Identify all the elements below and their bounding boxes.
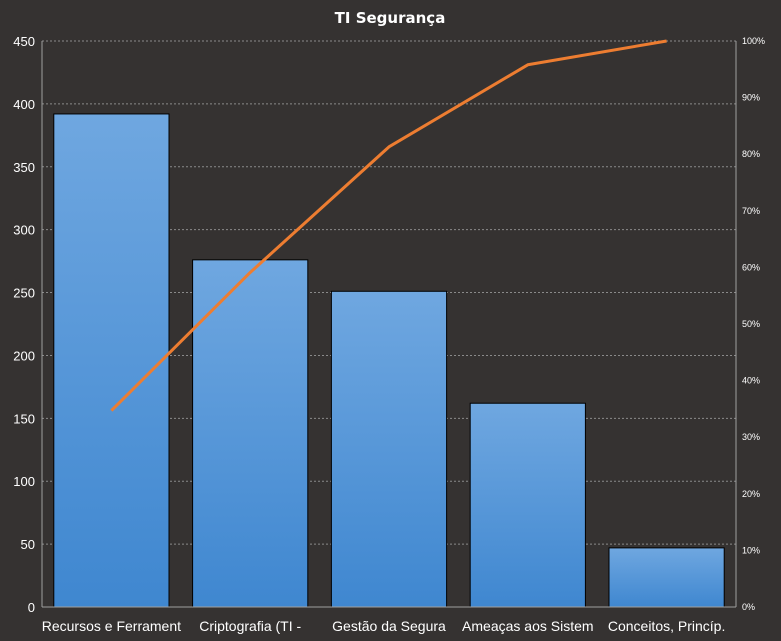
x-tick-label: Criptografia (TI -	[199, 618, 301, 634]
x-tick-label: Conceitos, Princíp.	[608, 618, 726, 634]
y2-tick-label: 20%	[742, 489, 760, 499]
y2-tick-label: 100%	[742, 36, 765, 46]
y-tick-label: 450	[13, 34, 35, 49]
y2-tick-label: 50%	[742, 319, 760, 329]
chart-title: TI Segurança	[335, 9, 446, 27]
y-tick-label: 350	[13, 160, 35, 175]
x-tick-label: Gestão da Segura	[332, 618, 446, 634]
y2-tick-label: 0%	[742, 602, 755, 612]
axes: 0 50 100 150 200 250 300 350 400 450 0% 10% 20% 30% 40…	[13, 34, 765, 634]
cumulative-line-path	[110, 39, 667, 412]
y2-tick-label: 60%	[742, 262, 760, 272]
y-tick-label: 200	[13, 348, 35, 363]
y-tick-label: 0	[28, 600, 35, 615]
y-tick-label: 400	[13, 97, 35, 112]
y-tick-label: 50	[21, 537, 35, 552]
y2-tick-label: 70%	[742, 206, 760, 216]
y2-tick-label: 10%	[742, 545, 760, 555]
bar	[192, 259, 309, 608]
bar	[608, 547, 725, 608]
bar	[53, 113, 170, 608]
x-tick-label: Recursos e Ferrament	[42, 618, 181, 634]
bar	[330, 290, 448, 608]
y-tick-label: 300	[13, 223, 35, 238]
y2-tick-label: 80%	[742, 149, 760, 159]
y2-tick-label: 30%	[742, 432, 760, 442]
y2-tick-label: 40%	[742, 376, 760, 386]
y-tick-label: 100	[13, 474, 35, 489]
cumulative-line	[110, 39, 667, 412]
x-tick-label: Ameaças aos Sistem	[462, 618, 594, 634]
bar	[469, 402, 586, 608]
bars	[53, 113, 725, 608]
y2-tick-label: 90%	[742, 93, 760, 103]
y-tick-label: 150	[13, 411, 35, 426]
y-tick-label: 250	[13, 286, 35, 301]
